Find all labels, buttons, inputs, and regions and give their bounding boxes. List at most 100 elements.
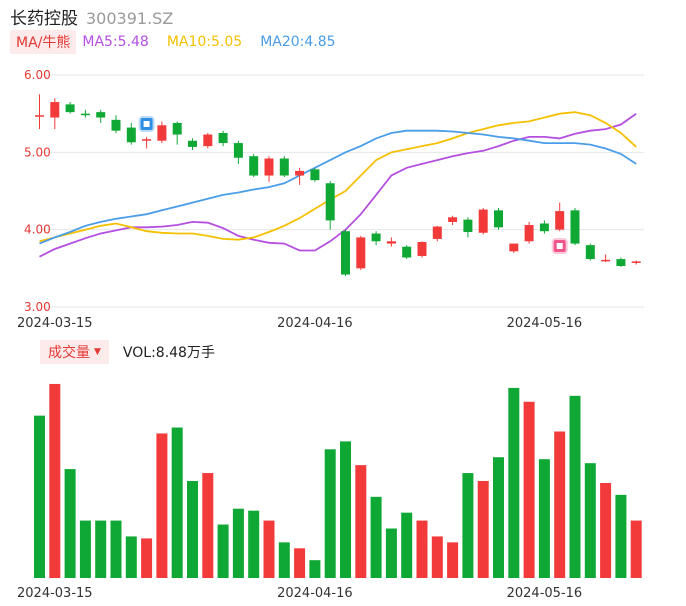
- candle-body: [264, 158, 274, 176]
- candle: [432, 225, 442, 242]
- candle-body: [111, 119, 121, 131]
- volume-toggle-button[interactable]: 成交量 ▼: [40, 340, 109, 364]
- volume-bar: [232, 508, 244, 578]
- volume-bar: [202, 473, 214, 578]
- volume-bar: [477, 480, 489, 578]
- volume-bar: [171, 427, 183, 578]
- price-y-axis: 6.00 5.00 4.00 3.00: [24, 68, 51, 314]
- candles: [35, 94, 641, 277]
- volume-bar: [569, 395, 581, 578]
- candle: [463, 217, 473, 238]
- ma-legend: MA/牛熊 MA5:5.48 MA10:5.05 MA20:4.85: [10, 30, 354, 54]
- candle: [539, 220, 549, 234]
- candle-body: [218, 133, 228, 144]
- volume-bar: [141, 538, 153, 578]
- candle-body: [325, 183, 335, 221]
- candle-body: [356, 237, 366, 269]
- volume-bar: [447, 542, 459, 578]
- candle: [386, 237, 396, 247]
- stock-code: 300391.SZ: [86, 9, 174, 28]
- stock-name: 长药控股: [10, 9, 78, 29]
- candle: [417, 241, 427, 258]
- volume-bar: [584, 463, 596, 578]
- volume-bar: [125, 536, 137, 578]
- volume-bar: [278, 542, 290, 578]
- volume-bar: [416, 520, 428, 578]
- candle-body: [172, 122, 182, 135]
- candle: [218, 130, 228, 147]
- candle-body: [570, 210, 580, 244]
- volume-bar: [554, 431, 566, 578]
- volume-bar: [49, 383, 61, 578]
- candle: [356, 235, 366, 270]
- volume-bars: [34, 383, 642, 578]
- ma10-legend: MA10:5.05: [166, 34, 243, 50]
- candle-body: [295, 170, 305, 176]
- candle-body: [555, 211, 565, 230]
- candle-body: [371, 233, 381, 242]
- volume-bar: [630, 520, 642, 578]
- volume-bar: [615, 494, 627, 578]
- volume-toggle-label: 成交量: [48, 345, 90, 361]
- candle: [478, 208, 488, 235]
- candle: [96, 109, 106, 123]
- volume-bar: [187, 480, 198, 578]
- volume-x-axis: 2024-03-15 2024-04-16 2024-05-16: [17, 586, 582, 601]
- candle-body: [50, 102, 60, 118]
- ma-toggle-button[interactable]: MA/牛熊: [10, 30, 77, 54]
- volume-bar: [401, 512, 413, 578]
- ma10-line: [39, 111, 637, 243]
- volume-x-tick-label: 2024-03-15: [17, 586, 93, 601]
- volume-bar: [294, 548, 306, 578]
- title-row: 长药控股 300391.SZ: [10, 4, 174, 29]
- volume-bar: [309, 560, 321, 578]
- candle-body: [616, 259, 626, 267]
- candle: [233, 140, 243, 164]
- volume-bar: [355, 465, 367, 578]
- candle: [157, 121, 167, 144]
- candle-body: [432, 226, 442, 239]
- candle-body: [65, 104, 75, 113]
- volume-bar: [600, 482, 612, 578]
- volume-bar: [217, 524, 229, 578]
- candle: [35, 94, 44, 130]
- candle-body: [80, 113, 90, 116]
- x-tick-label: 2024-04-16: [277, 316, 353, 331]
- volume-bar: [523, 401, 535, 578]
- volume-x-tick-label: 2024-04-16: [277, 586, 353, 601]
- y-tick-label: 6.00: [24, 68, 51, 82]
- y-tick-label: 4.00: [24, 223, 51, 237]
- candle-body: [494, 210, 503, 228]
- candle-body: [402, 246, 412, 258]
- bear-marker-icon: [138, 116, 155, 132]
- candle-body: [96, 112, 106, 118]
- volume-bar: [95, 520, 107, 578]
- candle: [371, 231, 381, 246]
- caret-down-icon: ▼: [94, 347, 101, 357]
- candle: [570, 208, 580, 246]
- volume-bar: [263, 520, 275, 578]
- volume-bar: [64, 469, 76, 578]
- volume-bar: [493, 457, 504, 578]
- candle-body: [203, 134, 213, 147]
- ma20-line: [39, 129, 637, 245]
- y-tick-label: 3.00: [24, 300, 51, 314]
- candle: [341, 229, 350, 277]
- volume-bar: [248, 510, 260, 578]
- candle-body: [601, 259, 611, 262]
- bull-marker-icon: [551, 238, 568, 254]
- volume-bar: [110, 520, 122, 578]
- candle-body: [233, 143, 243, 158]
- volume-bar: [370, 496, 382, 578]
- candle: [65, 102, 75, 114]
- volume-bar: [385, 528, 397, 578]
- candle: [310, 167, 320, 182]
- candle: [80, 109, 90, 118]
- ma-lines: [39, 111, 637, 258]
- candle: [295, 167, 305, 185]
- candle: [50, 98, 60, 130]
- volume-bar: [538, 459, 550, 578]
- candle: [249, 153, 259, 178]
- candle: [126, 122, 136, 145]
